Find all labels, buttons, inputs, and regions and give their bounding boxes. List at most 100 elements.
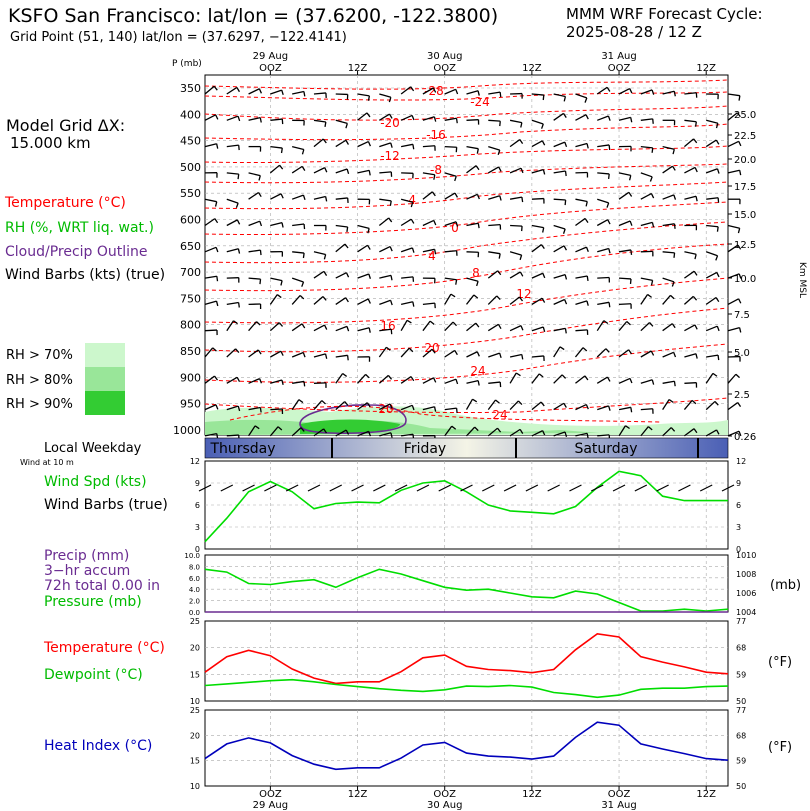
wind-barb <box>662 294 671 305</box>
wind-barb <box>575 114 587 121</box>
wind-barb-flag <box>712 372 718 377</box>
wind-barb <box>597 405 609 411</box>
wind-barb-flag <box>433 406 437 412</box>
wind-barb-flag <box>692 295 698 301</box>
wind-barb-flag <box>368 273 372 279</box>
wind-barb-flag <box>344 243 349 249</box>
surface-wind-barb <box>678 484 691 492</box>
wind-barb <box>465 398 474 410</box>
wind-barb <box>684 428 695 437</box>
wind-barb-flag <box>716 325 720 332</box>
wind-barb-flag <box>584 218 589 223</box>
wind-barb <box>444 117 457 121</box>
wind-barb-flag <box>625 425 630 430</box>
dewpoint-label: Dewpoint (°C) <box>44 667 143 683</box>
wind-barb <box>226 301 239 306</box>
wind-barb-flag <box>606 202 610 208</box>
wind-barb <box>313 92 326 95</box>
wind-barb-flag <box>367 141 371 147</box>
surface-wind-barb <box>373 484 386 492</box>
wind-barb-flag <box>650 350 655 356</box>
wind-barb-flag <box>738 141 742 147</box>
wind-barb-flag <box>429 320 435 325</box>
rh70-label: RH > 70% <box>6 348 73 363</box>
wind-barb <box>509 400 519 411</box>
wind-barb-flag <box>630 249 633 255</box>
heat-panel-ytick-label: 15 <box>190 757 200 766</box>
wind-barb <box>270 193 282 200</box>
wind-barb-flag <box>651 147 654 153</box>
wind-barb-flag <box>451 425 457 430</box>
top-time-label: 12Z <box>696 63 716 74</box>
wind-barb <box>357 327 370 332</box>
wind-barb <box>597 276 610 279</box>
heat-panel-ytick-label-right: 77 <box>736 706 746 715</box>
wind-barb-flag <box>584 97 588 103</box>
wind-barb-flag <box>564 328 567 334</box>
wind-barb-flag <box>499 195 502 201</box>
surface-wind-barb <box>242 484 255 492</box>
wind-barb <box>662 145 675 150</box>
wind-barb <box>487 295 498 305</box>
wind-barb <box>204 198 217 203</box>
pressure-tick-label: 650 <box>180 240 201 253</box>
wind-barb <box>335 429 347 437</box>
pressure-tick-label: 400 <box>180 108 201 121</box>
wind-barb <box>379 142 391 148</box>
wind-barb <box>422 348 433 358</box>
wind-barb-flag <box>432 87 437 93</box>
isotherm-label: -12 <box>380 149 400 163</box>
wind-barb-flag <box>673 352 677 358</box>
top-time-label: OOZ <box>608 63 631 74</box>
wind-barb <box>400 114 413 121</box>
wind-barb-flag <box>498 253 501 259</box>
isotherm-line <box>204 123 729 141</box>
wind-barb <box>618 249 631 253</box>
bottom-time-label: OOZ <box>433 789 456 800</box>
wind-barb-flag <box>259 407 262 413</box>
temp-panel-ytick-label: 15 <box>190 670 200 679</box>
temp-panel-ytick-label: 20 <box>190 644 200 653</box>
grid-point-label: Grid Point (51, 140) lat/lon = (37.6297,… <box>10 30 347 45</box>
wind-barb-flag <box>367 298 371 304</box>
wind-barb <box>509 251 522 256</box>
isotherm-line <box>229 405 661 423</box>
wind-barb-flag <box>323 324 328 330</box>
isotherm-label: -16 <box>426 128 446 142</box>
wind-barb <box>444 221 457 227</box>
surface-wind-barb <box>525 484 539 492</box>
wind-barb <box>684 382 697 384</box>
wind-barb-flag <box>541 140 546 146</box>
surface-wind-barb <box>329 484 343 492</box>
wind-barb <box>248 406 261 411</box>
wind-barb-flag <box>301 149 305 155</box>
wind-barb <box>705 296 717 305</box>
model-grid-value: 15.000 km <box>10 134 91 152</box>
pressure-ytick-label: 1006 <box>736 589 756 598</box>
wind-barb <box>684 92 697 95</box>
wind-barb-flag <box>607 219 611 225</box>
wind-barb <box>575 329 588 332</box>
wind-barb <box>444 88 457 95</box>
isotherm-line <box>204 243 729 292</box>
wind-barb <box>683 399 693 411</box>
wind-barb <box>531 326 544 332</box>
wind-barb-flag <box>542 326 546 332</box>
wind-barb-flag <box>235 202 239 209</box>
wind-barb-flag <box>521 354 524 360</box>
bottom-date-label: 30 Aug <box>427 800 462 811</box>
wind-barbs-label: Wind Barbs (true) <box>44 497 168 513</box>
wind-barb <box>727 326 740 332</box>
isotherm-label: -8 <box>430 163 442 177</box>
temp-panel-ytick-label: 10 <box>190 697 200 706</box>
forecast-cycle-label: MMM WRF Forecast Cycle: <box>566 5 763 23</box>
wind-barb-flag <box>324 353 328 359</box>
isotherm-line <box>204 307 729 353</box>
wind-barb-flag <box>281 222 284 228</box>
wind-barb <box>618 172 631 177</box>
wind-barb-flag <box>564 299 568 305</box>
wind-barb <box>204 375 215 384</box>
wind-barb <box>574 347 584 358</box>
wind-barb <box>488 119 501 122</box>
wind-barb-flag <box>673 381 676 387</box>
